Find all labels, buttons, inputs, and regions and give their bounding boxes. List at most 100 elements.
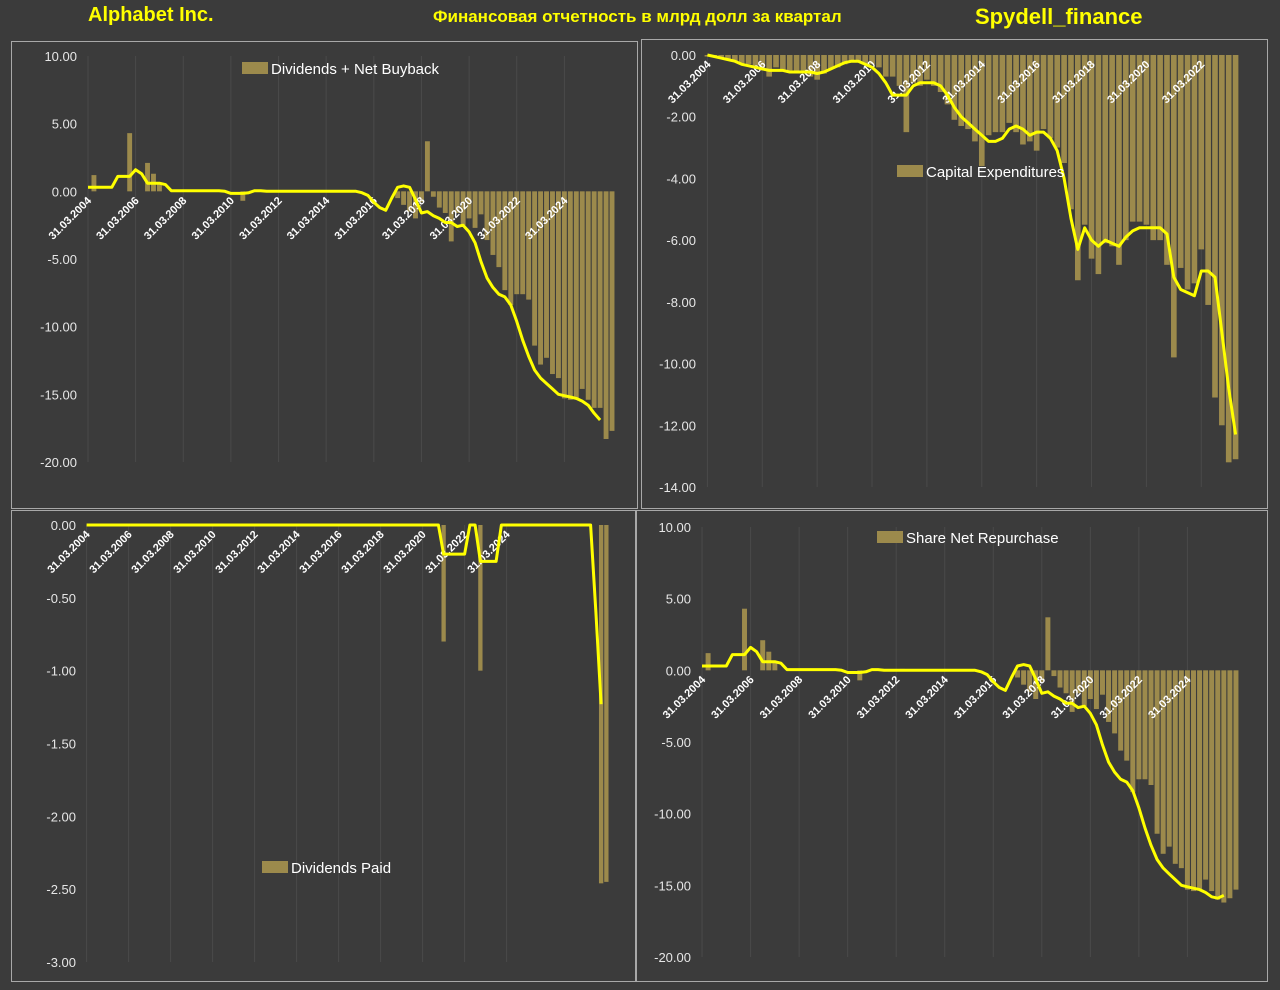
legend-swatch (897, 165, 923, 177)
bar (573, 191, 579, 399)
bar (1232, 55, 1239, 460)
x-tick-label: 31.03.2008 (142, 195, 189, 242)
bar (550, 191, 555, 375)
bar (609, 191, 615, 431)
bar (910, 55, 917, 83)
bar (1142, 670, 1148, 780)
bar (1033, 55, 1040, 151)
bar (1178, 670, 1184, 869)
bar (752, 55, 759, 68)
y-tick-label: 5.00 (52, 117, 77, 132)
bar (1027, 670, 1033, 692)
bar (1026, 55, 1033, 142)
legend: Dividends + Net Buyback (242, 61, 440, 78)
bar (1225, 55, 1232, 463)
x-tick-label: 31.03.2006 (94, 195, 141, 242)
bar (240, 191, 246, 201)
bars (704, 55, 1239, 463)
bar (1233, 670, 1239, 890)
bar (1081, 670, 1087, 707)
bars (705, 608, 1239, 903)
bar (814, 55, 820, 80)
x-tick-label: 31.03.2010 (171, 529, 218, 576)
bar (1116, 55, 1122, 265)
bar (1095, 55, 1102, 275)
bar (889, 55, 896, 77)
bar (1047, 55, 1054, 139)
bar (1057, 670, 1063, 688)
bar (1191, 670, 1196, 892)
bar (745, 55, 752, 65)
trend-line (88, 168, 602, 421)
bar (944, 55, 951, 105)
bar (1136, 55, 1143, 222)
bar (1191, 55, 1198, 284)
y-tick-label: 0.00 (51, 518, 76, 533)
y-tick-label: -0.50 (46, 591, 76, 606)
bar (1203, 670, 1209, 880)
bar (1040, 55, 1047, 130)
bar (1033, 670, 1039, 699)
y-tick-label: -3.00 (46, 955, 76, 970)
x-tick-label: 31.03.2006 (87, 529, 134, 576)
legend: Share Net Repurchase (877, 530, 1059, 547)
bar (1112, 670, 1118, 734)
bar (742, 608, 747, 671)
bar (1160, 670, 1166, 854)
bar (1212, 55, 1218, 398)
bar (821, 55, 827, 74)
bar (1068, 55, 1074, 210)
bar (502, 191, 508, 291)
x-tick-label: 31.03.2020 (381, 529, 428, 576)
bar (1227, 670, 1233, 899)
bar (773, 55, 779, 68)
y-tick-label: -20.00 (40, 455, 77, 470)
x-tick-label: 31.03.2008 (129, 529, 176, 576)
bar (705, 653, 711, 671)
bar (725, 55, 731, 60)
bar (1209, 670, 1215, 892)
bar (466, 191, 472, 219)
bar (985, 55, 992, 136)
bar (876, 55, 882, 68)
legend-label: Dividends + Net Buyback (271, 61, 440, 78)
bar (930, 55, 937, 86)
y-tick-label: -8.00 (666, 295, 696, 310)
y-tick-label: -20.00 (654, 950, 691, 965)
trend-line (86, 523, 603, 705)
y-tick-label: 5.00 (666, 592, 691, 607)
company-title: Alphabet Inc. (88, 4, 214, 26)
bar (526, 191, 532, 300)
bar (514, 191, 520, 295)
legend: Dividends Paid (262, 860, 391, 877)
bar (857, 670, 863, 681)
bar (1154, 670, 1160, 834)
bar (442, 191, 448, 213)
bar (1087, 670, 1093, 699)
legend-label: Share Net Repurchase (906, 530, 1059, 547)
bar (1020, 55, 1026, 145)
bar (1164, 55, 1170, 265)
bar (1045, 617, 1051, 671)
bar (436, 191, 442, 208)
bar (430, 191, 436, 197)
bar (896, 55, 903, 86)
bar (478, 525, 483, 671)
bar (841, 55, 848, 65)
chart-svg-share-net-repurchase: 10.00 5.00 0.00 -5.00 -10.00 -15.00 -20.00 31.0… (654, 520, 1239, 965)
bar (1171, 55, 1177, 358)
bar (1021, 670, 1027, 685)
bar (1148, 670, 1154, 785)
bar (786, 55, 793, 71)
bar (924, 55, 930, 80)
legend-swatch (242, 62, 268, 74)
bar (441, 525, 446, 642)
legend: Capital Expenditures (897, 164, 1064, 181)
chart-dividends-paid: 0.00 -0.50 -1.00 -1.50 -2.00 -2.50 -3.00 31.03.… (11, 510, 636, 982)
bar (766, 55, 772, 77)
legend-label: Dividends Paid (291, 860, 391, 877)
bar (1118, 670, 1124, 751)
bar (958, 55, 965, 126)
bar (1143, 55, 1150, 225)
bar (1184, 670, 1190, 890)
